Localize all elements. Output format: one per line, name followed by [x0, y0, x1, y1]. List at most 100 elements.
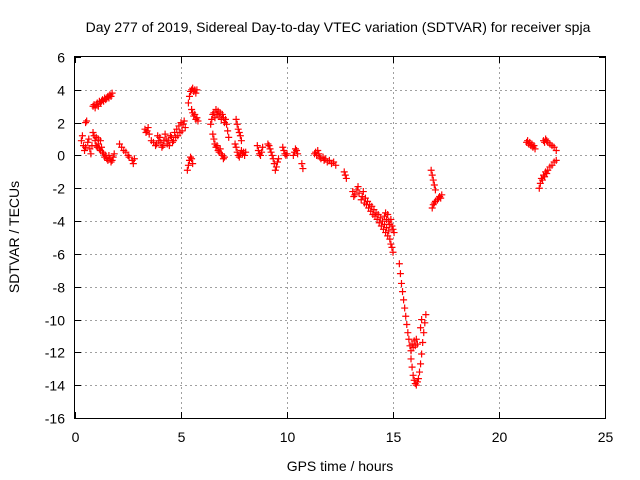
data-point — [428, 171, 436, 179]
y-tick-label: -16 — [45, 411, 65, 427]
data-point — [253, 142, 261, 150]
data-point — [107, 92, 115, 100]
data-point — [396, 270, 404, 278]
chart-title: Day 277 of 2019, Sidereal Day-to-day VTE… — [86, 19, 591, 35]
data-point — [99, 148, 107, 156]
data-point — [399, 288, 407, 296]
data-point — [208, 115, 216, 123]
data-point — [279, 143, 287, 151]
data-point — [224, 127, 232, 135]
x-tick-label: 20 — [492, 429, 508, 445]
x-tick-label: 15 — [386, 429, 402, 445]
data-point — [291, 145, 299, 153]
data-point — [417, 360, 425, 368]
data-point — [385, 227, 393, 235]
data-point — [267, 148, 275, 156]
data-point — [332, 161, 340, 169]
data-point — [235, 128, 243, 136]
data-point — [209, 130, 217, 138]
data-point — [420, 329, 428, 337]
data-point — [264, 140, 272, 148]
data-point — [430, 181, 438, 189]
data-point — [83, 117, 91, 125]
data-point — [82, 119, 90, 127]
y-tick-label: -10 — [45, 313, 65, 329]
data-point — [552, 156, 560, 164]
data-point — [315, 150, 323, 158]
data-point — [531, 145, 539, 153]
data-point — [259, 143, 267, 151]
x-tick-label: 5 — [178, 429, 186, 445]
data-point — [225, 133, 233, 141]
data-point — [216, 145, 224, 153]
y-tick-label: -14 — [45, 378, 65, 394]
data-point — [412, 381, 420, 389]
data-point — [431, 186, 439, 194]
data-point — [84, 138, 92, 146]
data-point — [178, 127, 186, 135]
data-point — [341, 171, 349, 179]
data-point — [233, 120, 241, 128]
data-point — [184, 99, 192, 107]
y-tick-label: -4 — [53, 214, 66, 230]
data-point — [282, 151, 290, 159]
data-point — [418, 350, 426, 358]
data-point — [194, 117, 202, 125]
data-point — [271, 166, 279, 174]
data-point — [156, 133, 164, 141]
data-point — [543, 137, 551, 145]
data-point — [430, 199, 438, 207]
data-point — [125, 153, 133, 161]
data-point — [357, 196, 365, 204]
data-point — [422, 311, 430, 319]
data-point — [299, 165, 307, 173]
x-axis-label: GPS time / hours — [287, 458, 394, 474]
data-point — [387, 240, 395, 248]
data-point — [222, 115, 230, 123]
y-tick-label: -2 — [53, 181, 66, 197]
y-tick-label: 6 — [57, 50, 65, 66]
data-point — [213, 142, 221, 150]
data-point — [108, 156, 116, 164]
data-point — [87, 150, 95, 158]
data-point — [98, 143, 105, 151]
data-point — [234, 125, 242, 133]
data-point — [130, 155, 138, 163]
data-point — [232, 143, 240, 151]
data-point — [354, 183, 362, 191]
data-point — [77, 137, 85, 145]
data-point — [231, 140, 239, 148]
y-axis-label: SDTVAR / TECUs — [6, 181, 22, 293]
data-point — [169, 138, 177, 146]
data-point — [413, 378, 421, 386]
data-point — [265, 142, 273, 150]
data-point — [207, 120, 215, 128]
data-point — [89, 128, 97, 136]
data-point — [402, 312, 410, 320]
data-point — [404, 329, 412, 337]
data-point — [314, 147, 322, 155]
data-point — [530, 142, 538, 150]
data-point — [350, 192, 358, 200]
data-point — [82, 143, 90, 151]
data-point — [407, 355, 415, 363]
data-point — [427, 166, 435, 174]
data-point — [397, 279, 405, 287]
data-point — [283, 150, 291, 158]
data-point — [181, 124, 189, 132]
data-point — [273, 158, 281, 166]
data-point — [358, 192, 366, 200]
data-point — [289, 151, 297, 159]
data-point — [409, 371, 417, 379]
data-point — [387, 215, 395, 223]
data-point — [145, 130, 153, 138]
data-point — [418, 316, 426, 324]
data-point — [218, 110, 226, 118]
data-point — [105, 151, 113, 159]
data-point — [298, 160, 306, 168]
data-point — [165, 142, 173, 150]
data-point — [400, 296, 408, 304]
data-point — [144, 124, 152, 132]
data-point — [188, 155, 196, 163]
